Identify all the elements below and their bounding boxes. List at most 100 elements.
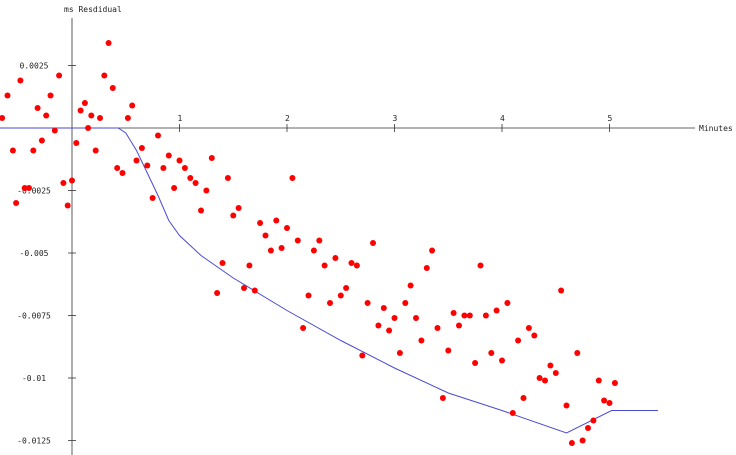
data-point (396, 350, 403, 356)
data-point (611, 380, 618, 386)
data-point (488, 350, 495, 356)
data-point (160, 165, 167, 171)
data-point (343, 285, 350, 291)
data-point (262, 232, 269, 239)
data-point (461, 312, 468, 319)
data-point (241, 285, 247, 291)
data-point (595, 377, 602, 384)
data-point (13, 200, 20, 206)
data-point (114, 165, 121, 171)
data-point (51, 127, 58, 134)
y-axis-label: ms Resdidual (64, 5, 122, 14)
data-point (547, 362, 554, 369)
data-point (445, 347, 452, 354)
y-tick-label: -0.0025 (17, 187, 51, 196)
data-point (477, 262, 484, 269)
data-point (109, 85, 116, 91)
data-point (472, 360, 479, 366)
data-point (43, 112, 50, 119)
data-point (88, 112, 95, 119)
data-point (289, 175, 296, 181)
data-point (56, 72, 63, 79)
data-point (133, 157, 140, 164)
data-point (585, 425, 591, 431)
data-point (224, 175, 231, 181)
data-point (375, 322, 382, 329)
data-point (429, 247, 436, 254)
data-point (69, 177, 75, 184)
data-point (327, 300, 333, 306)
data-point (176, 157, 183, 164)
x-tick-label: 4 (500, 114, 505, 123)
data-point (149, 195, 156, 201)
data-point (391, 315, 398, 321)
y-tick-label: 0.0025 (20, 62, 49, 71)
data-point (203, 187, 210, 194)
data-point (380, 305, 387, 311)
y-tick-label: -0.0125 (17, 437, 51, 446)
data-point (337, 292, 344, 299)
data-point (499, 357, 505, 364)
data-point (0, 115, 6, 121)
x-axis-label: Minutes (699, 124, 733, 133)
data-point (101, 72, 108, 79)
data-point (332, 255, 339, 261)
y-tick-label: -0.01 (22, 374, 46, 383)
data-point (294, 237, 301, 244)
data-point (450, 310, 457, 316)
data-point (402, 300, 409, 306)
data-point (579, 437, 586, 444)
data-point (321, 262, 328, 269)
data-point (359, 352, 366, 359)
data-point (26, 185, 32, 191)
data-point (348, 260, 355, 266)
data-point (520, 395, 527, 401)
data-point (305, 292, 312, 299)
data-point (155, 132, 161, 139)
data-point (81, 100, 88, 106)
data-point (558, 287, 565, 294)
data-point (47, 92, 54, 99)
data-point (364, 300, 371, 306)
fit-line (0, 127, 658, 434)
data-point (144, 162, 151, 169)
data-point (482, 312, 489, 319)
data-point (129, 102, 136, 109)
data-point (85, 125, 92, 131)
data-point (257, 220, 264, 226)
data-point (30, 147, 37, 154)
data-point (21, 185, 28, 191)
data-point (456, 322, 462, 329)
data-point (439, 395, 446, 401)
data-point (4, 92, 11, 99)
data-point (165, 152, 172, 159)
data-point (531, 332, 538, 339)
data-point (509, 410, 516, 416)
data-point (552, 370, 559, 376)
data-point (235, 205, 242, 211)
data-point (219, 260, 226, 266)
data-point (251, 287, 258, 294)
data-point (515, 337, 522, 344)
x-tick-label: 3 (393, 114, 398, 123)
data-point (64, 202, 71, 209)
data-point (310, 247, 317, 254)
data-point (92, 147, 99, 154)
x-tick-label: 2 (285, 114, 290, 123)
data-point (38, 137, 45, 144)
data-point (525, 325, 532, 331)
data-point (181, 165, 188, 171)
data-point (17, 77, 24, 84)
data-point (34, 105, 41, 111)
data-point (568, 440, 575, 446)
data-point (407, 282, 414, 289)
x-ticks: 1 2 3 4 5 (178, 114, 613, 132)
data-point (119, 170, 126, 176)
data-point (60, 180, 67, 186)
data-point (316, 237, 323, 244)
data-point (284, 225, 290, 231)
y-tick-label: -0.0075 (17, 312, 51, 321)
data-point (246, 262, 253, 269)
data-point (73, 140, 80, 146)
